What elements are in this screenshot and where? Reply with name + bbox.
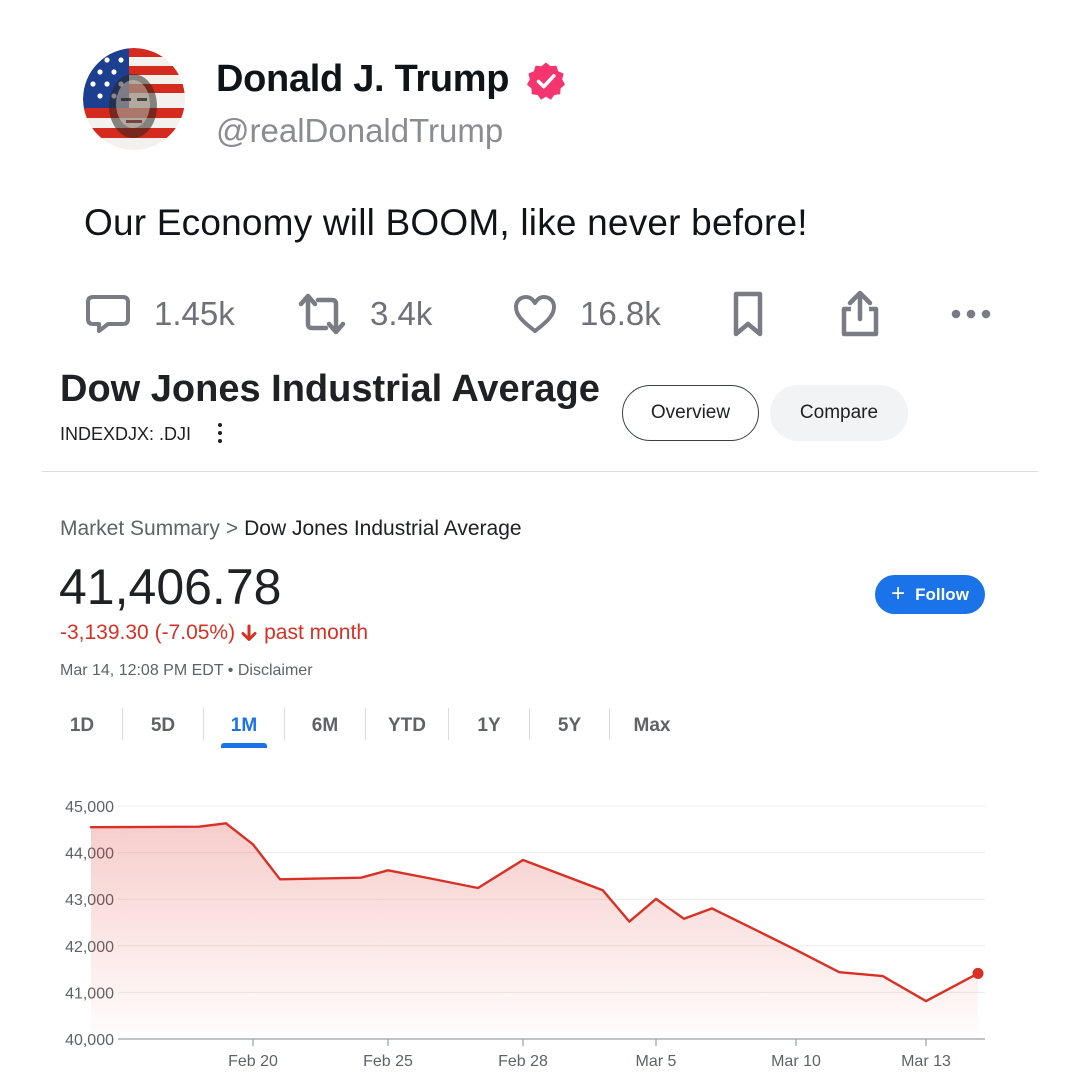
- section-divider: [42, 471, 1038, 472]
- price-area: [91, 823, 978, 1039]
- overview-tab[interactable]: Overview: [622, 385, 759, 441]
- ticker-symbol: INDEXDJX: .DJI: [60, 424, 192, 444]
- like-count: 16.8k: [580, 295, 661, 332]
- x-tick-label: Mar 10: [771, 1053, 821, 1070]
- compare-tab[interactable]: Compare: [770, 385, 908, 441]
- more-options-button[interactable]: [948, 286, 994, 342]
- x-tick-label: Mar 5: [636, 1053, 677, 1070]
- follow-label: Follow: [915, 584, 969, 604]
- range-divider: [365, 708, 366, 740]
- like-button[interactable]: 16.8k: [512, 286, 661, 342]
- price-line: [89, 822, 980, 1003]
- arrow-down-icon: [241, 624, 257, 641]
- repost-icon: [298, 293, 346, 335]
- reply-button[interactable]: 1.45k: [84, 286, 235, 342]
- x-tick-label: Feb 25: [363, 1053, 413, 1070]
- verified-badge-icon: [527, 62, 565, 100]
- x-tick-label: Feb 28: [498, 1053, 548, 1070]
- index-title: Dow Jones Industrial Average: [60, 368, 600, 410]
- range-divider: [284, 708, 285, 740]
- range-tab-max[interactable]: Max: [633, 715, 671, 736]
- bookmark-icon: [733, 291, 763, 337]
- like-icon: [514, 295, 556, 333]
- breadcrumb-market-summary[interactable]: Market Summary: [60, 517, 220, 540]
- range-tab-1y[interactable]: 1Y: [477, 715, 501, 736]
- range-tab-6m[interactable]: 6M: [311, 715, 339, 736]
- range-tab-1d[interactable]: 1D: [69, 715, 95, 736]
- post-text: Our Economy will BOOM, like never before…: [84, 202, 808, 243]
- price-change-period: past month: [264, 621, 369, 644]
- range-tab-ytd[interactable]: YTD: [388, 715, 426, 736]
- repost-count: 3.4k: [370, 295, 433, 332]
- repost-button[interactable]: 3.4k: [296, 286, 432, 342]
- reply-count: 1.45k: [154, 295, 235, 332]
- price-change: -3,139.30 (-7.05%) past month: [60, 621, 368, 645]
- timestamp-text: Mar 14, 12:08 PM EDT: [60, 662, 224, 679]
- author-name[interactable]: Donald J. Trump: [216, 58, 510, 100]
- x-tick-label: Mar 13: [901, 1053, 951, 1070]
- breadcrumb: Market Summary > Dow Jones Industrial Aver…: [60, 517, 522, 541]
- range-divider: [609, 708, 610, 740]
- range-divider: [529, 708, 530, 740]
- follow-button[interactable]: + Follow: [875, 575, 985, 614]
- current-price: 41,406.78: [59, 559, 282, 615]
- x-tick-label: Feb 20: [228, 1053, 278, 1070]
- reply-icon: [86, 295, 130, 333]
- plus-icon: +: [891, 579, 906, 607]
- range-tab-5y[interactable]: 5Y: [557, 715, 582, 736]
- last-price-marker: [972, 967, 984, 979]
- price-change-value: -3,139.30 (-7.05%): [60, 621, 236, 644]
- ticker-menu-icon[interactable]: [214, 422, 226, 444]
- post-actions: 1.45k 3.4k 16.8k: [0, 286, 1080, 342]
- avatar-image[interactable]: [83, 48, 185, 150]
- price-chart[interactable]: 45,00044,00043,00042,00041,00040,000Feb …: [0, 780, 1080, 1080]
- timestamp-separator: •: [227, 662, 234, 679]
- y-tick-label: 45,000: [65, 799, 114, 816]
- more-icon: [951, 309, 991, 319]
- range-tabs: 1D 5D 1M 6M YTD 1Y 5Y Max: [42, 706, 702, 746]
- user-handle[interactable]: @realDonaldTrump: [216, 112, 504, 149]
- share-icon: [841, 290, 879, 337]
- range-divider: [122, 708, 123, 740]
- range-divider: [448, 708, 449, 740]
- range-tab-1m[interactable]: 1M: [204, 706, 284, 746]
- breadcrumb-current: Dow Jones Industrial Average: [244, 517, 522, 540]
- quote-timestamp: Mar 14, 12:08 PM EDT • Disclaimer: [60, 662, 313, 680]
- range-tab-5d[interactable]: 5D: [150, 715, 176, 736]
- bookmark-button[interactable]: [730, 286, 766, 342]
- disclaimer-link[interactable]: Disclaimer: [237, 662, 313, 679]
- share-button[interactable]: [838, 286, 882, 342]
- breadcrumb-separator: >: [225, 517, 239, 540]
